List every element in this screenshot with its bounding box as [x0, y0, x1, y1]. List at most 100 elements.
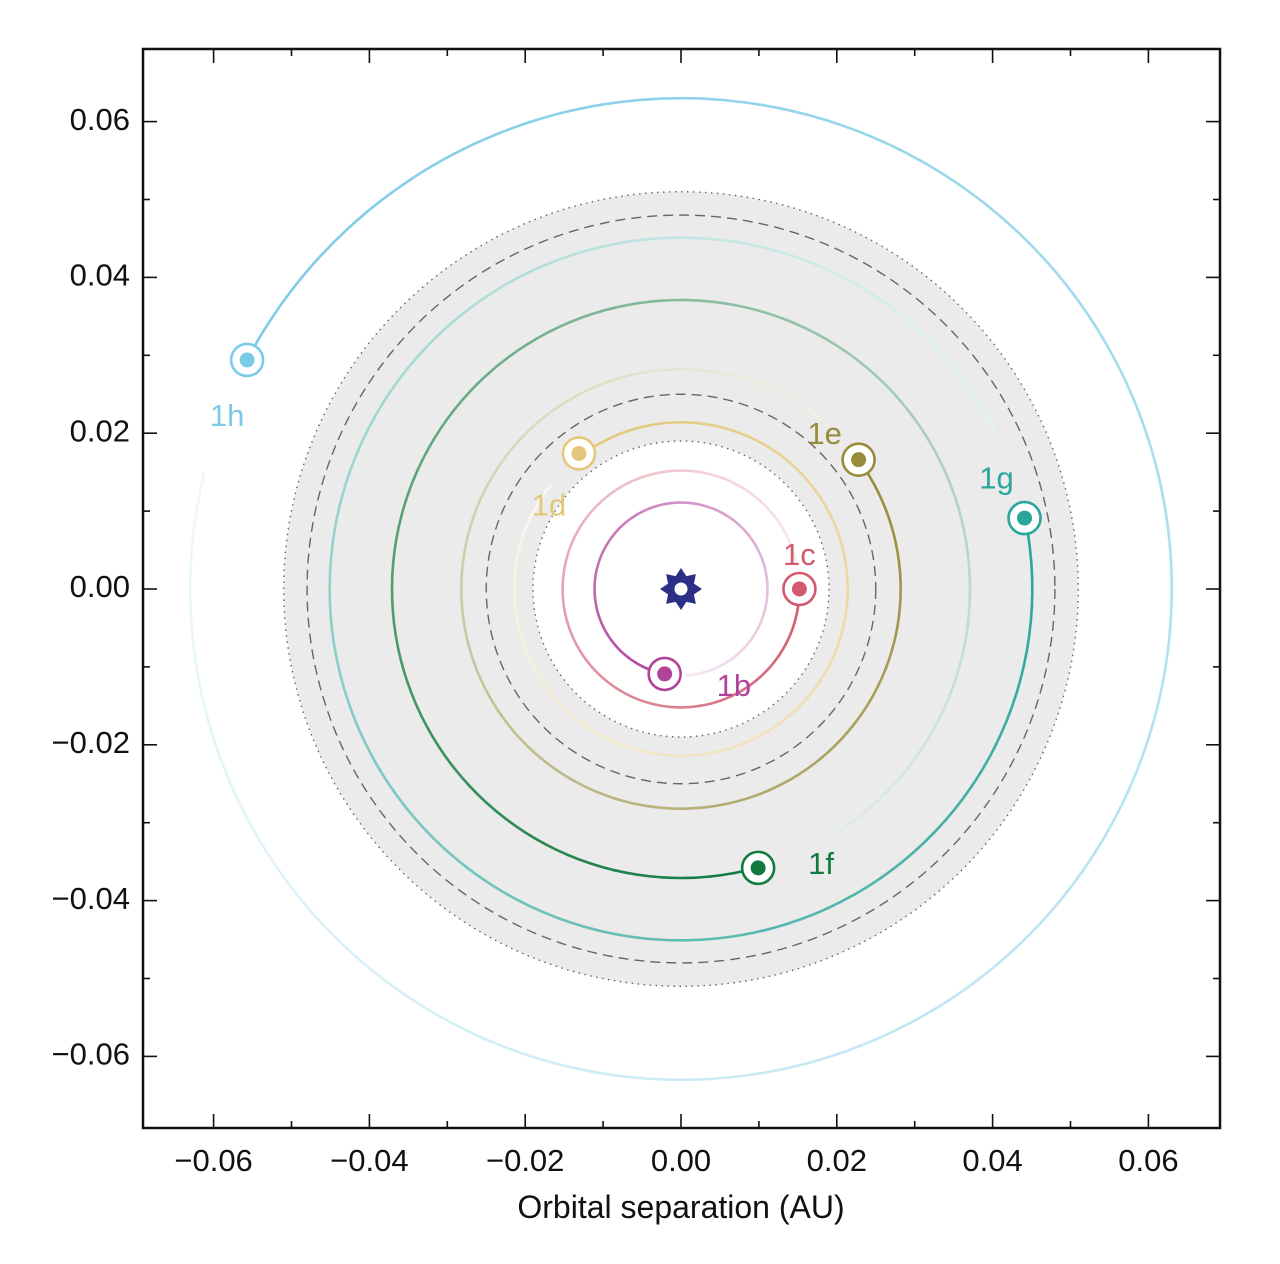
orbit-segment: [637, 509, 646, 516]
orbit-segment: [188, 595, 195, 639]
y-tick-label: −0.06: [52, 1037, 130, 1072]
orbit-segment: [602, 543, 609, 551]
plot-area: 1b 1c 1d 1e 1f 1g 1h: [188, 96, 1174, 1082]
orbit-segment: [266, 288, 294, 326]
orbit-segment: [605, 632, 613, 641]
orbit-segment: [683, 753, 698, 757]
orbit-segment: [1095, 326, 1119, 366]
orbit-segment: [597, 496, 607, 506]
planet-1f: 1f: [740, 846, 834, 886]
orbit-segment: [390, 562, 395, 589]
planet-1b: 1b: [647, 656, 751, 703]
orbit-segment: [732, 519, 741, 527]
orbit-1g: [328, 236, 1034, 942]
star-marker: [660, 568, 702, 610]
orbit-segment: [460, 569, 464, 590]
orbit-segment: [743, 487, 754, 497]
planet-dot: [657, 666, 673, 682]
orbit-segment: [606, 536, 613, 545]
orbit-segment: [566, 544, 573, 556]
orbit-segment: [764, 574, 769, 583]
orbit-segment: [805, 407, 823, 422]
orbit-segment: [897, 597, 902, 618]
orbit-segment: [234, 793, 257, 834]
orbit-segment: [1072, 293, 1099, 331]
orbit-segment: [299, 897, 330, 932]
orbit-segment: [1115, 362, 1137, 404]
orbit-segment: [578, 649, 587, 660]
planet-dot: [791, 581, 807, 597]
orbit-segment: [604, 678, 615, 688]
orbit-segment: [758, 617, 764, 626]
orbit-segment: [881, 140, 922, 163]
x-tick-label: 0.06: [1118, 1143, 1178, 1178]
orbit-segment: [684, 806, 705, 810]
orbit-segment: [692, 671, 701, 676]
orbit-segment: [390, 587, 395, 613]
orbit-segment: [648, 471, 660, 477]
orbit-segment: [445, 137, 486, 160]
orbit-segment: [1017, 231, 1050, 265]
orbit-segment: [562, 603, 567, 614]
orbit-segment: [610, 531, 617, 539]
orbit-segment: [766, 507, 776, 517]
orbit-segment: [764, 596, 769, 605]
x-tick-label: 0.04: [962, 1143, 1022, 1178]
hz-conservative-boundary-1: [306, 214, 1056, 964]
orbit-segment: [631, 512, 639, 519]
orbit-segment: [648, 701, 660, 707]
orbit-segment: [636, 662, 645, 669]
orbit-segment: [897, 561, 902, 581]
orbit-segment: [726, 514, 735, 522]
planet-label-1d: 1d: [532, 488, 566, 523]
orbit-segment: [630, 658, 639, 665]
orbit-segment: [1132, 400, 1151, 442]
orbit-segment: [766, 661, 775, 672]
orbit-segment: [660, 236, 692, 240]
orbit-segment: [723, 98, 768, 108]
orbit-segment: [772, 514, 781, 525]
orbit-segment: [700, 503, 709, 509]
orbit-segment: [218, 755, 238, 797]
orbit-segment: [747, 636, 755, 644]
orbit-segment: [191, 636, 200, 680]
orbit-segment: [931, 986, 969, 1012]
orbit-segment: [778, 1058, 822, 1072]
hz-optimistic-boundary-0: [532, 440, 830, 738]
orbit-segment: [663, 298, 690, 302]
orbit-segment: [569, 535, 577, 546]
y-tick-label: 0.00: [70, 569, 130, 604]
orbit-segment: [1138, 722, 1155, 765]
orbit-segment: [561, 593, 565, 605]
planet-dot: [1017, 510, 1033, 526]
orbit-segment: [804, 112, 847, 129]
orbit-segment: [687, 704, 699, 709]
orbit-segment: [614, 644, 622, 652]
axis-ticks: −0.06 −0.04 −0.02 0.00 0.02 0.04 0.06 −0.06 −0.0…: [52, 49, 1220, 1178]
orbit-segment: [630, 476, 641, 484]
y-tick-label: 0.02: [70, 413, 130, 448]
planet-dot: [851, 452, 867, 468]
orbit-segment: [621, 480, 632, 488]
orbit-segment: [345, 200, 381, 231]
planet-dot: [239, 352, 255, 368]
planet-1e: 1e: [807, 416, 876, 477]
y-tick-label: 0.06: [70, 102, 130, 137]
hz-conservative-boundary-0: [485, 393, 877, 785]
orbit-segment: [895, 1008, 935, 1032]
orbit-segment: [604, 490, 615, 499]
orbit-segment: [743, 529, 751, 537]
x-axis-label: Orbital separation (AU): [517, 1189, 844, 1225]
orbit-segment: [566, 622, 573, 634]
planet-label-1e: 1e: [807, 416, 841, 451]
orbit-segment: [1055, 869, 1084, 906]
orbit-segment: [593, 599, 598, 608]
orbit-segment: [596, 672, 607, 682]
planet-label-1f: 1f: [808, 846, 834, 881]
orbit-segment: [593, 592, 597, 600]
habitable-zone-band: [283, 191, 1079, 987]
planet-dot: [571, 445, 587, 461]
orbit-segment: [609, 638, 617, 647]
orbit-segment: [541, 483, 553, 497]
orbit-segment: [682, 96, 727, 102]
